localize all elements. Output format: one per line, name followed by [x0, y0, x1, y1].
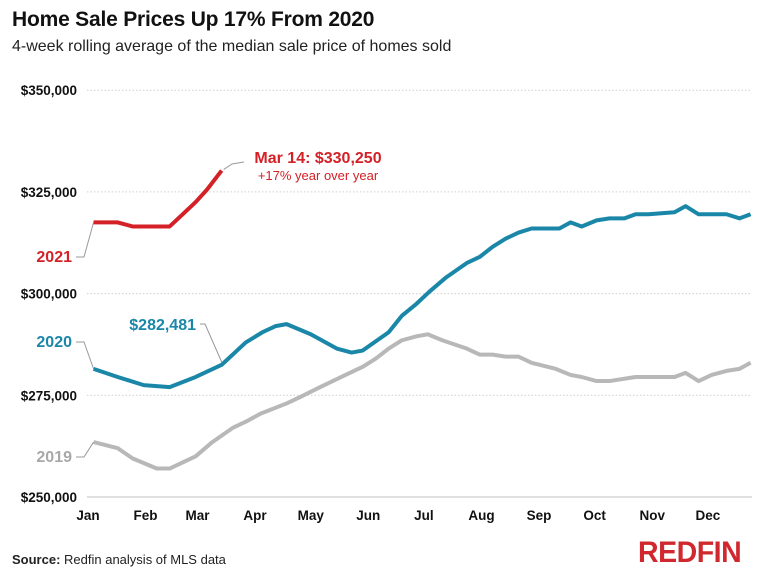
y-tick-label: $325,000: [21, 185, 77, 200]
x-tick-label: Sep: [527, 508, 552, 523]
y-tick-label: $350,000: [21, 83, 77, 98]
x-tick-label: Aug: [468, 508, 494, 523]
leader-line: [76, 441, 94, 458]
x-tick-label: Nov: [639, 508, 665, 523]
x-tick-label: Apr: [243, 508, 267, 523]
leader-line: [200, 323, 223, 363]
series-label-2021: 2021: [36, 249, 72, 266]
leader-line: [223, 161, 245, 170]
x-tick-label: May: [298, 508, 325, 523]
x-tick-label: Feb: [134, 508, 158, 523]
redfin-logo: REDFIN: [638, 536, 742, 569]
y-tick-label: $250,000: [21, 490, 77, 505]
source-note: Source: Redfin analysis of MLS data: [12, 552, 226, 567]
chart-title: Home Sale Prices Up 17% From 2020: [12, 8, 375, 31]
leader-line: [76, 341, 95, 370]
chart-subtitle: 4-week rolling average of the median sal…: [12, 38, 452, 55]
x-tick-label: Oct: [583, 508, 606, 523]
series-label-2019: 2019: [36, 449, 72, 466]
annotation-mar14-value: Mar 14: $330,250: [254, 150, 381, 167]
source-text: Redfin analysis of MLS data: [64, 552, 226, 567]
x-tick-label: Mar: [185, 508, 210, 523]
x-tick-label: Dec: [696, 508, 721, 523]
series-line-2020: [92, 204, 752, 390]
leader-line: [76, 222, 95, 258]
annotation-2020-value: $282,481: [129, 317, 196, 334]
annotation-mar14-change: +17% year over year: [258, 168, 379, 183]
source-label: Source:: [12, 552, 61, 567]
x-tick-label: Jul: [414, 508, 434, 523]
y-tick-label: $275,000: [21, 388, 77, 403]
series-line-2019: [93, 332, 752, 471]
series-line-2021: [93, 169, 224, 229]
x-tick-label: Jan: [76, 508, 99, 523]
series-label-2020: 2020: [36, 334, 72, 351]
y-tick-label: $300,000: [21, 287, 77, 302]
x-tick-label: Jun: [356, 508, 380, 523]
